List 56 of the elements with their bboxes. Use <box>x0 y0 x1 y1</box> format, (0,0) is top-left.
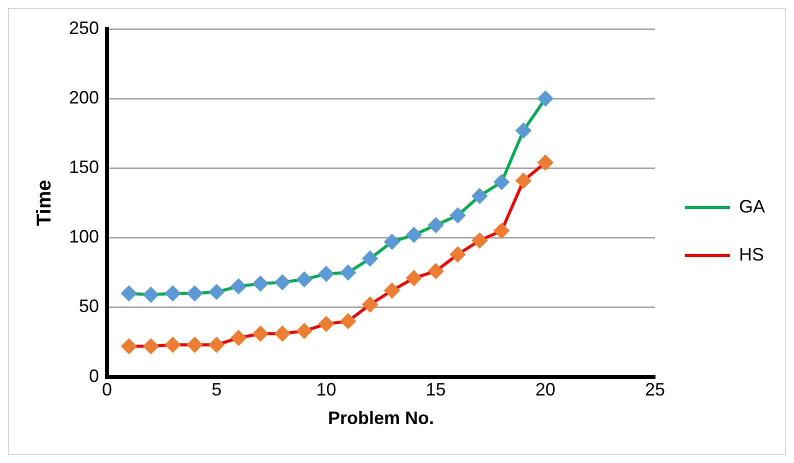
point <box>516 173 531 188</box>
point <box>406 227 422 242</box>
point <box>384 234 400 250</box>
point <box>274 274 290 290</box>
x-tick-label: 0 <box>102 380 112 400</box>
point <box>187 337 202 352</box>
point <box>252 276 268 292</box>
y-tick-label: 50 <box>79 296 100 316</box>
x-axis-title: Problem No. <box>328 408 434 428</box>
y-tick-label: 100 <box>68 226 100 247</box>
point <box>450 246 466 262</box>
point <box>121 338 136 354</box>
y-tick-label: 0 <box>89 366 100 386</box>
point <box>121 286 136 301</box>
point <box>340 314 356 329</box>
y-axis-title: Time <box>34 180 56 226</box>
x-tick-label: 25 <box>644 380 666 400</box>
point <box>428 264 444 279</box>
point <box>516 123 531 138</box>
point <box>340 264 356 280</box>
point <box>362 296 378 312</box>
x-tick-label: 5 <box>212 380 222 400</box>
point <box>209 337 224 352</box>
point <box>362 251 378 266</box>
legend-label: HS <box>738 244 764 264</box>
point <box>450 208 466 223</box>
point <box>428 218 444 233</box>
x-tick-label: 20 <box>535 380 556 400</box>
point <box>165 337 180 352</box>
point <box>384 283 400 298</box>
point <box>296 323 312 338</box>
y-tick-label: 200 <box>68 88 100 108</box>
point <box>472 232 488 248</box>
point <box>165 286 180 301</box>
point <box>252 326 268 342</box>
x-tick-label: 15 <box>426 380 446 400</box>
x-tick-label: 10 <box>316 380 336 400</box>
point <box>143 338 158 354</box>
point <box>231 330 246 346</box>
point <box>538 155 553 170</box>
point <box>318 316 334 332</box>
point <box>274 326 290 342</box>
y-tick-label: 150 <box>68 157 100 178</box>
point <box>187 286 202 301</box>
y-tick-label: 250 <box>68 18 100 38</box>
point <box>538 91 553 106</box>
point <box>406 270 422 286</box>
point <box>231 278 246 294</box>
point <box>296 272 312 287</box>
point <box>472 188 488 204</box>
point <box>494 223 510 238</box>
point <box>318 266 334 282</box>
point <box>143 287 158 302</box>
point <box>494 174 510 190</box>
legend-label: GA <box>738 196 766 216</box>
point <box>209 284 224 300</box>
